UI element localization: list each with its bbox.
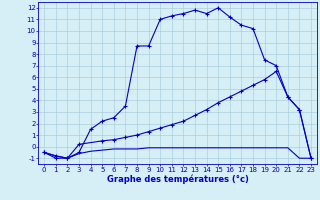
X-axis label: Graphe des températures (°c): Graphe des températures (°c) xyxy=(107,174,249,184)
